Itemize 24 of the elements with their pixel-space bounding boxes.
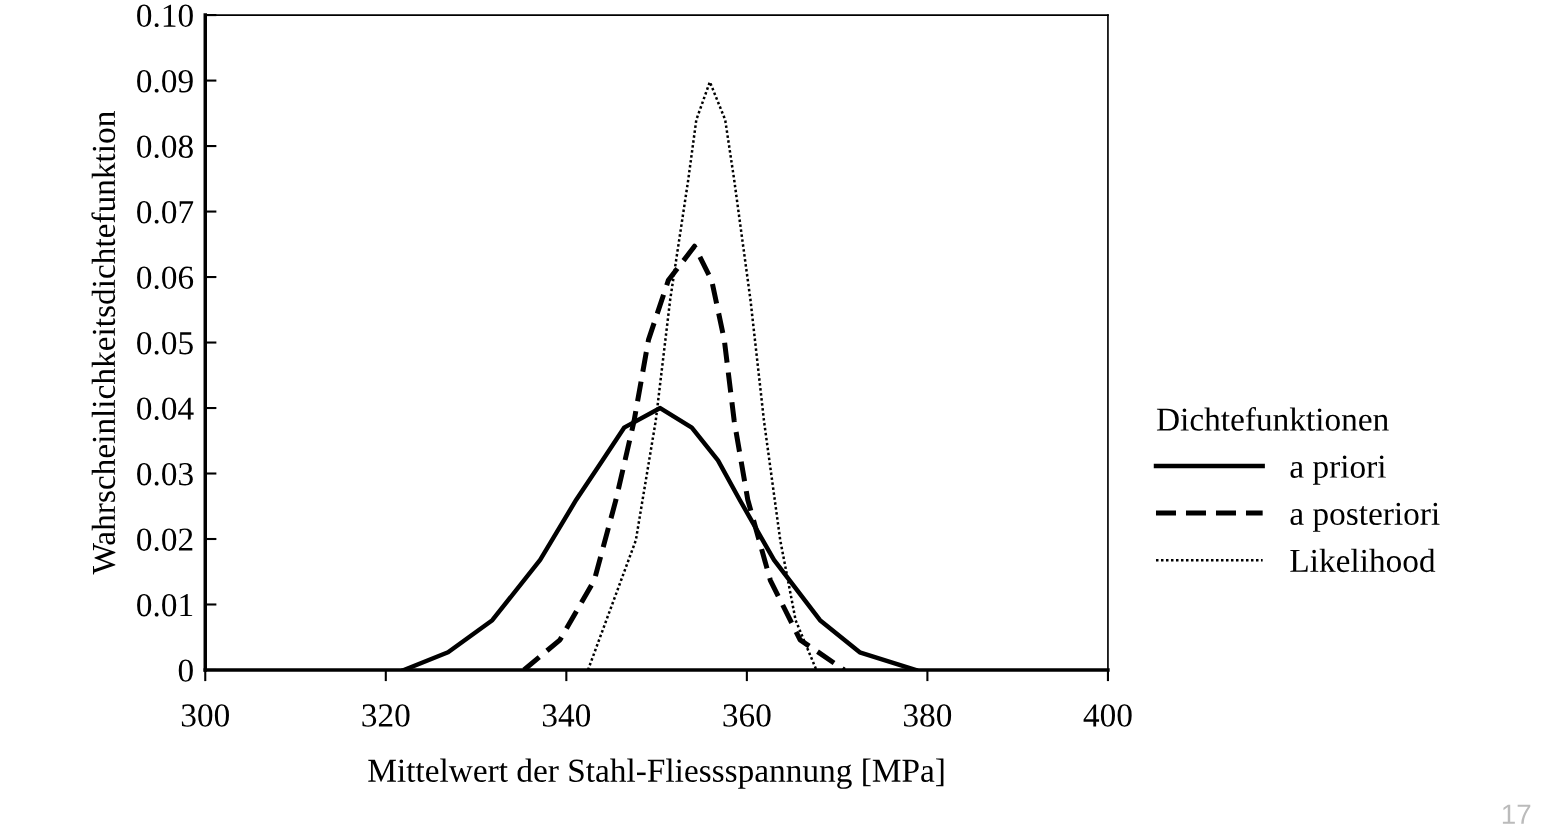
y-axis-title: Wahrscheinlichkeitsdichtefunktion (91, 111, 116, 575)
y-tick-label: 0 (178, 659, 193, 682)
legend-label: a posteriori (1290, 502, 1440, 532)
y-tick-label: 0.05 (137, 331, 193, 355)
x-tick-label: 300 (181, 704, 229, 727)
y-tick-label: 0.10 (137, 4, 193, 28)
legend-label: a priori (1290, 455, 1386, 485)
y-tick-label: 0.08 (137, 135, 193, 159)
y-tick-label: 0.01 (137, 593, 193, 617)
legend-title: Dichtefunktionen (1156, 407, 1389, 431)
x-tick-label: 320 (362, 704, 410, 727)
text: 17 (1502, 804, 1531, 824)
y-tick-label: 0.04 (137, 397, 194, 421)
x-tick-label: 340 (542, 704, 591, 727)
y-tick-label: 0.09 (137, 69, 193, 93)
legend-label: Likelihood (1290, 548, 1436, 573)
y-tick-label: 0.07 (137, 200, 194, 224)
x-tick-label: 360 (723, 704, 771, 727)
y-tick-label: 0.06 (137, 266, 194, 290)
y-tick-label: 0.02 (137, 528, 193, 552)
x-axis-title: Mittelwert der Stahl-Fliessspannung [MPa] (368, 758, 944, 789)
x-tick-label: 400 (1083, 704, 1132, 727)
x-tick-label: 380 (904, 704, 952, 727)
y-tick-label: 0.03 (137, 462, 193, 486)
